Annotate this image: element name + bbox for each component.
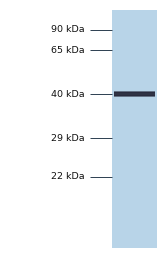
Bar (114, 94, 155, 95)
Text: 90 kDa: 90 kDa (51, 25, 85, 34)
Bar (114, 96, 155, 97)
Bar (114, 92, 155, 93)
Bar (114, 92, 155, 93)
Text: 40 kDa: 40 kDa (51, 90, 85, 99)
Bar (112, 10, 157, 248)
Text: 29 kDa: 29 kDa (51, 134, 85, 142)
Text: 22 kDa: 22 kDa (51, 172, 85, 181)
Bar (114, 91, 155, 92)
Text: 65 kDa: 65 kDa (51, 46, 85, 55)
Bar (114, 93, 155, 94)
Bar (114, 95, 155, 96)
